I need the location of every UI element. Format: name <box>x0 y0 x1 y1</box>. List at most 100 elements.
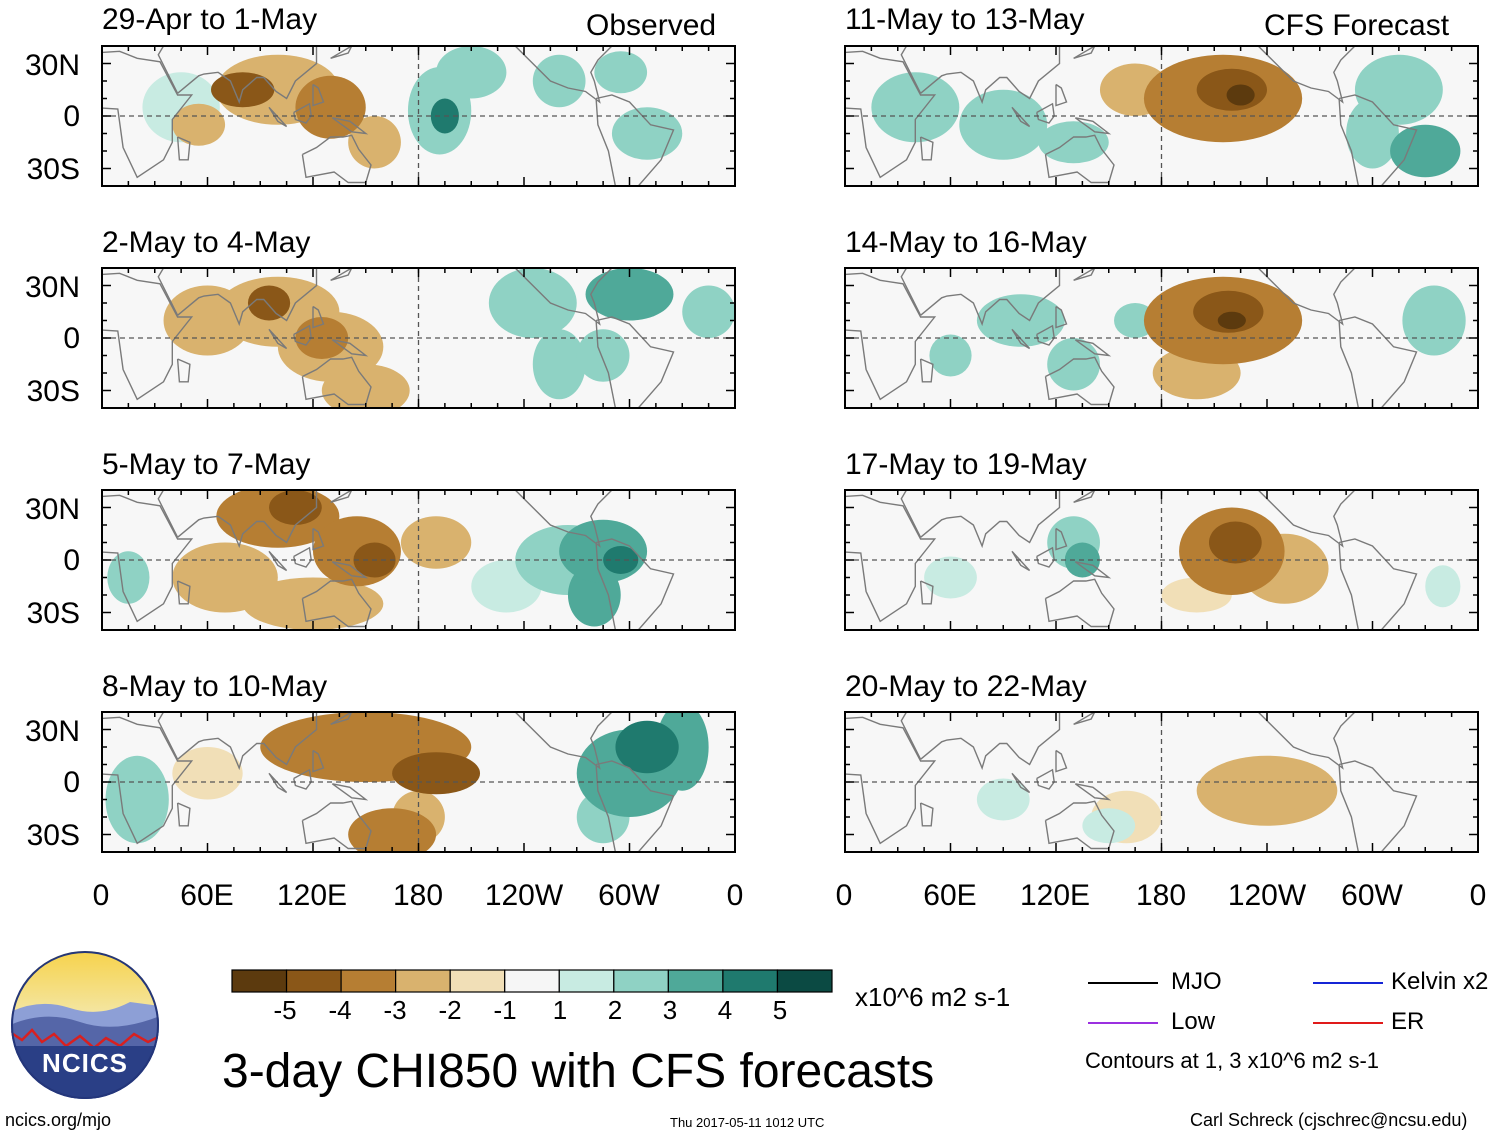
coastline <box>293 546 312 568</box>
coastline <box>1044 578 1115 628</box>
lon-label: 120E <box>1019 879 1091 912</box>
coastline <box>514 490 613 548</box>
chi-anomaly-blob <box>1390 124 1461 178</box>
colorbar-label: 3 <box>662 995 678 1025</box>
colorbar-label: 5 <box>772 995 788 1025</box>
coastline <box>157 46 349 105</box>
coastline <box>1257 268 1356 326</box>
coastline <box>301 800 372 850</box>
coastline <box>1055 749 1068 773</box>
coastline <box>331 339 369 357</box>
lon-label: 180 <box>1135 879 1187 912</box>
chi-anomaly-blob <box>924 556 977 599</box>
coastline <box>595 94 675 186</box>
coastline <box>1011 772 1031 794</box>
coastline <box>331 783 369 801</box>
coastline <box>845 494 937 623</box>
chi-anomaly-blob <box>682 285 735 338</box>
colorbar-label: -1 <box>493 995 517 1025</box>
chi-anomaly-blob <box>1038 121 1109 164</box>
coastline <box>1073 268 1096 281</box>
chi-anomaly-blob <box>871 72 960 143</box>
colorbar-label: -4 <box>328 995 352 1025</box>
colorbar-swatch <box>395 969 451 993</box>
coastline <box>1074 561 1112 579</box>
coastline <box>1055 305 1068 329</box>
lat-label-0: 0 <box>63 766 80 799</box>
coastline <box>1036 324 1055 346</box>
colorbar <box>231 969 833 993</box>
colorbar-label: -3 <box>383 995 407 1025</box>
lat-label-30s: 30S <box>26 819 80 852</box>
chi-anomaly-blob <box>532 329 586 400</box>
colorbar-swatch <box>776 969 833 993</box>
coastline <box>1074 117 1112 135</box>
chi-anomaly-blob <box>594 51 648 94</box>
legend-line-er <box>1313 1022 1383 1024</box>
chi-anomaly-blob <box>107 551 150 604</box>
coastline <box>845 272 937 401</box>
chi-anomaly-blob <box>603 546 639 574</box>
coastline <box>1073 46 1096 59</box>
chi-anomaly-blob <box>1346 98 1399 169</box>
legend-line-kelvin <box>1313 982 1383 984</box>
chi-anomaly-blob <box>1235 782 1299 817</box>
coastline <box>293 768 312 790</box>
lat-label-0: 0 <box>63 100 80 133</box>
coastline <box>900 712 1092 771</box>
coastline <box>331 117 369 135</box>
coastline <box>514 268 613 326</box>
author-credit: Carl Schreck (cjschrec@ncsu.edu) <box>1190 1110 1468 1130</box>
lat-label-30n: 30N <box>24 715 80 748</box>
chi-anomaly-blob <box>1226 84 1255 106</box>
coastline <box>102 716 194 845</box>
coastline <box>176 580 191 605</box>
coastline <box>331 561 369 579</box>
colorbar-label: -2 <box>438 995 462 1025</box>
legend-label-er: ER <box>1391 1008 1425 1035</box>
legend-label-mjo: MJO <box>1171 968 1222 995</box>
coastline <box>330 490 353 503</box>
coastline <box>845 716 937 845</box>
lon-label: 60E <box>923 879 977 912</box>
chi-anomaly-blob <box>400 516 472 569</box>
main-title: 3-day CHI850 with CFS forecasts <box>222 1045 935 1098</box>
map-panel-1 <box>101 45 736 187</box>
lon-label: 120W <box>1227 879 1307 912</box>
chi-anomaly-blob <box>1047 338 1100 391</box>
coastline <box>293 102 312 124</box>
coastline <box>1338 760 1418 852</box>
lat-label-30s: 30S <box>26 597 80 630</box>
coastline <box>595 538 675 630</box>
chi-anomaly-blob <box>1082 808 1136 844</box>
coastline <box>102 50 194 179</box>
coastline <box>1074 339 1112 357</box>
lat-label-0: 0 <box>63 544 80 577</box>
coastline <box>1055 527 1068 551</box>
map-panel-8 <box>844 711 1479 853</box>
colorbar-swatch <box>504 969 560 993</box>
chi-anomaly-blob <box>348 116 401 169</box>
lat-label-30n: 30N <box>24 49 80 82</box>
coastline <box>845 50 937 179</box>
coastline <box>595 316 675 408</box>
chi-anomaly-blob <box>976 778 1030 821</box>
coastline <box>595 760 675 852</box>
coastline <box>919 580 934 605</box>
chi-anomaly-blob <box>1193 290 1264 333</box>
coastline <box>102 494 194 623</box>
coastline <box>514 46 613 104</box>
chi-anomaly-blob <box>532 54 586 108</box>
coastline <box>268 106 288 128</box>
colorbar-swatch <box>613 969 669 993</box>
panel-title-5: 11-May to 13-May <box>845 3 1085 36</box>
chi-anomaly-blob <box>1208 521 1262 564</box>
coastline <box>1338 316 1418 408</box>
colorbar-swatch <box>667 969 724 993</box>
panel-title-1: 29-Apr to 1-May <box>102 3 318 36</box>
colorbar-swatch <box>231 969 288 993</box>
coastline <box>157 712 349 771</box>
chi-anomaly-blob <box>172 747 243 800</box>
coastline <box>900 490 1092 549</box>
coastline <box>919 358 934 383</box>
